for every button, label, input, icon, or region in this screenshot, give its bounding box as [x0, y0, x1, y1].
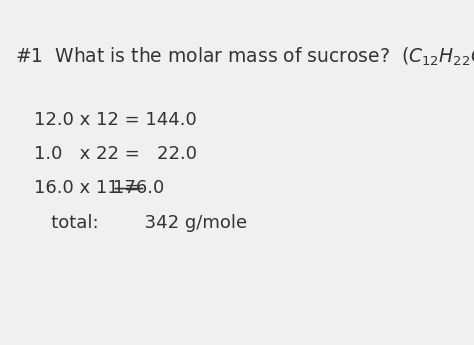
Text: #1  What is the molar mass of sucrose?  $(C_{12}H_{22}O_{11})$: #1 What is the molar mass of sucrose? $(… — [15, 46, 474, 68]
Text: 16.0 x 11 =: 16.0 x 11 = — [34, 179, 146, 197]
Text: 1.0   x 22 =   22.0: 1.0 x 22 = 22.0 — [34, 145, 197, 163]
Text: 176.0: 176.0 — [113, 179, 164, 197]
Text: total:        342 g/mole: total: 342 g/mole — [34, 214, 247, 231]
Text: 12.0 x 12 = 144.0: 12.0 x 12 = 144.0 — [34, 111, 197, 129]
